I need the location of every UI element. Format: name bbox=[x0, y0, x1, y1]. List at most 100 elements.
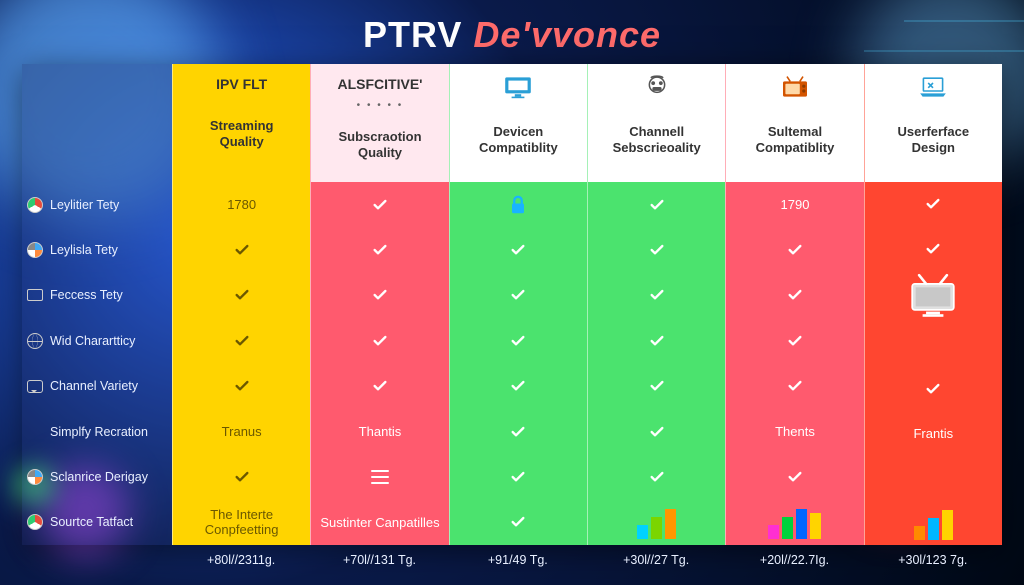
circle-icon bbox=[27, 469, 43, 485]
check-icon bbox=[510, 287, 526, 303]
plan-column: DevicenCompatiblity bbox=[449, 64, 587, 545]
circle-icon bbox=[27, 197, 43, 213]
check-icon bbox=[787, 378, 803, 394]
title-right: De'vvonce bbox=[473, 14, 661, 55]
cell bbox=[588, 273, 725, 318]
cell bbox=[726, 273, 863, 318]
tv-old-icon bbox=[779, 74, 811, 100]
column-brand bbox=[502, 74, 534, 100]
check-icon bbox=[925, 196, 941, 212]
column-category: ChannellSebscrieoality bbox=[613, 124, 701, 155]
column-header: ChannellSebscrieoality bbox=[588, 64, 725, 182]
comparison-table: Leylitier Tety Leylisla Tety Feccess Tety W… bbox=[22, 64, 1002, 545]
row-label-text: Wid Charartticy bbox=[50, 334, 135, 348]
check-icon bbox=[649, 242, 665, 258]
column-category: SultemalCompatiblity bbox=[756, 124, 835, 155]
column-brand bbox=[779, 74, 811, 100]
check-icon bbox=[372, 242, 388, 258]
check-icon bbox=[234, 469, 250, 485]
check-icon bbox=[234, 378, 250, 394]
cell bbox=[726, 318, 863, 363]
bottom-labels: +80l//2311g.+70l//131 Tg.+91/49 Tg.+30l/… bbox=[22, 553, 1002, 577]
row-label: Sourtce Tatfact bbox=[22, 500, 172, 545]
cell bbox=[588, 318, 725, 363]
row-label: Leylitier Tety bbox=[22, 182, 172, 227]
check-icon bbox=[787, 469, 803, 485]
cell bbox=[173, 227, 310, 272]
cell: Thantis bbox=[311, 409, 448, 454]
cell: The Interte Conpfeetting bbox=[173, 500, 310, 545]
bottom-label: +91/49 Tg. bbox=[449, 553, 587, 577]
circle-icon bbox=[27, 514, 43, 530]
check-icon bbox=[649, 469, 665, 485]
title-left: PTRV bbox=[363, 14, 473, 55]
cell bbox=[865, 227, 1002, 272]
plan-column: ChannellSebscrieoality bbox=[587, 64, 725, 545]
check-icon bbox=[234, 242, 250, 258]
check-icon bbox=[510, 469, 526, 485]
check-icon bbox=[372, 287, 388, 303]
cell bbox=[588, 409, 725, 454]
cell bbox=[588, 364, 725, 409]
cell bbox=[173, 318, 310, 363]
bars-icon bbox=[768, 505, 821, 539]
cell bbox=[726, 364, 863, 409]
bars-icon bbox=[914, 506, 953, 540]
cell bbox=[450, 318, 587, 363]
cell bbox=[311, 273, 448, 318]
cell bbox=[865, 456, 1002, 501]
column-header: DevicenCompatiblity bbox=[450, 64, 587, 182]
bottom-label: +80l//2311g. bbox=[172, 553, 310, 577]
cell bbox=[311, 227, 448, 272]
column-category: DevicenCompatiblity bbox=[479, 124, 558, 155]
column-category: StreamingQuality bbox=[210, 118, 274, 149]
cell bbox=[726, 454, 863, 499]
plan-column: IPV FLTStreamingQuality1780TranusThe Int… bbox=[172, 64, 310, 545]
cell bbox=[450, 364, 587, 409]
bottom-label: +30l//27 Tg. bbox=[587, 553, 725, 577]
row-label: Simplfy Recration bbox=[22, 409, 172, 454]
check-icon bbox=[510, 424, 526, 440]
cell: Sustinter Canpatilles bbox=[311, 500, 448, 545]
monitor-icon bbox=[502, 74, 534, 100]
plan-column: SultemalCompatiblity1790Thents bbox=[725, 64, 863, 545]
check-icon bbox=[372, 197, 388, 213]
cell bbox=[588, 500, 725, 545]
row-label-text: Channel Variety bbox=[50, 379, 138, 393]
brand-dots: • • • • • bbox=[357, 100, 404, 111]
column-category: SubscraotionQuality bbox=[338, 129, 421, 160]
column-brand: ALSFCITIVE' bbox=[337, 74, 422, 94]
check-icon bbox=[649, 197, 665, 213]
bottom-label: +20l//22.7Ig. bbox=[725, 553, 863, 577]
cell: Tranus bbox=[173, 409, 310, 454]
row-label-text: Leylitier Tety bbox=[50, 198, 119, 212]
tv-icon bbox=[907, 273, 959, 319]
plan-column: ALSFCITIVE' • • • • • SubscraotionQuality T… bbox=[310, 64, 448, 545]
cell bbox=[173, 454, 310, 499]
check-icon bbox=[649, 378, 665, 394]
circle-icon bbox=[27, 242, 43, 258]
column-header: ALSFCITIVE' • • • • • SubscraotionQuality bbox=[311, 64, 448, 182]
cell bbox=[311, 182, 448, 227]
row-label: Leylisla Tety bbox=[22, 227, 172, 272]
column-header: SultemalCompatiblity bbox=[726, 64, 863, 182]
bottom-label: +30l/123 7g. bbox=[864, 553, 1002, 577]
bottom-label: +70l//131 Tg. bbox=[310, 553, 448, 577]
cell bbox=[450, 273, 587, 318]
check-icon bbox=[787, 287, 803, 303]
cell bbox=[865, 500, 1002, 545]
side-header-spacer bbox=[22, 64, 172, 182]
cell bbox=[450, 227, 587, 272]
column-category: UserferfaceDesign bbox=[898, 124, 970, 155]
check-icon bbox=[787, 333, 803, 349]
cell bbox=[173, 364, 310, 409]
laptop-icon bbox=[917, 74, 949, 100]
row-label-text: Feccess Tety bbox=[50, 288, 123, 302]
cell: 1790 bbox=[726, 182, 863, 227]
cell bbox=[726, 227, 863, 272]
cell bbox=[865, 182, 1002, 227]
page-title: PTRV De'vvonce bbox=[0, 0, 1024, 56]
cell: Frantis bbox=[865, 411, 1002, 456]
card-icon bbox=[27, 289, 43, 301]
check-icon bbox=[510, 378, 526, 394]
